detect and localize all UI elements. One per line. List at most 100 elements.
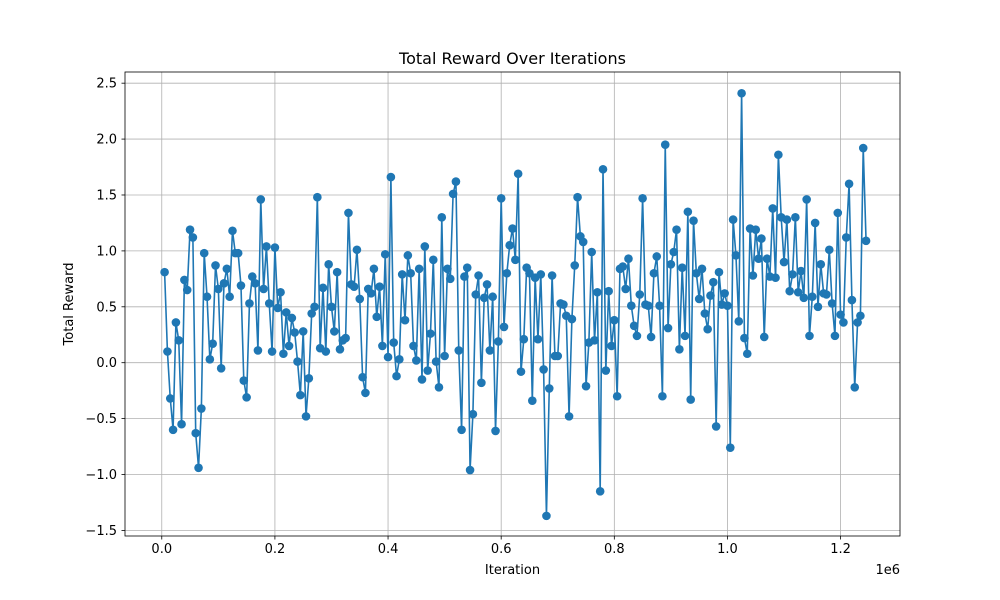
data-point <box>774 150 783 160</box>
data-point <box>666 260 676 269</box>
data-point <box>247 272 257 281</box>
data-point <box>593 287 602 297</box>
data-point <box>262 242 271 251</box>
data-point <box>160 267 169 277</box>
data-point <box>429 255 438 265</box>
data-point <box>349 282 359 291</box>
data-point <box>165 394 175 403</box>
data-point <box>660 140 670 149</box>
x-axis-offset-label: 1e6 <box>875 563 900 578</box>
data-point <box>397 270 407 279</box>
data-point <box>604 286 613 296</box>
data-point <box>511 255 520 265</box>
data-point <box>610 315 619 325</box>
data-point <box>380 249 390 259</box>
data-point <box>177 419 186 429</box>
data-point <box>488 292 498 302</box>
data-point <box>861 236 871 246</box>
data-point <box>482 280 492 289</box>
data-point <box>494 337 503 346</box>
data-point <box>567 314 577 324</box>
data-point <box>344 208 353 218</box>
data-point <box>284 341 294 351</box>
data-point <box>799 293 809 303</box>
plot-frame <box>124 71 901 537</box>
data-point <box>296 390 305 400</box>
data-point <box>250 279 260 288</box>
data-point <box>372 312 382 322</box>
data-point <box>273 303 283 313</box>
data-point <box>836 310 845 319</box>
data-point <box>301 412 311 421</box>
data-point <box>542 511 551 521</box>
data-point <box>505 241 514 250</box>
data-point <box>734 317 744 326</box>
data-point <box>573 192 582 202</box>
data-point <box>643 301 653 310</box>
data-point <box>361 388 370 398</box>
data-point <box>564 412 574 421</box>
data-point <box>327 302 336 312</box>
data-point <box>709 277 718 287</box>
data-point <box>468 409 478 419</box>
data-point <box>782 215 792 224</box>
data-point <box>412 356 421 365</box>
data-point <box>417 375 427 384</box>
data-point <box>451 177 461 186</box>
data-point <box>700 309 710 318</box>
data-point <box>330 327 339 336</box>
y-tick-label: 0.5 <box>96 300 117 315</box>
data-point <box>205 355 215 364</box>
data-point <box>431 357 441 366</box>
data-point <box>697 264 707 274</box>
data-point <box>426 329 435 338</box>
chart-title: Total Reward Over Iterations <box>398 49 626 68</box>
y-tick-label: 0.0 <box>96 356 117 371</box>
data-point <box>547 271 557 280</box>
data-point <box>652 252 662 261</box>
data-point <box>830 331 840 341</box>
data-point <box>202 292 212 302</box>
data-point <box>793 287 803 297</box>
data-point <box>813 302 823 312</box>
data-point <box>680 331 690 341</box>
data-point <box>737 88 746 98</box>
data-point <box>669 247 679 257</box>
data-point <box>477 378 486 388</box>
data-point <box>810 218 820 228</box>
data-point <box>632 331 642 341</box>
data-point <box>612 391 622 401</box>
data-point <box>785 286 794 296</box>
data-point <box>437 213 447 222</box>
data-point <box>211 261 220 270</box>
data-point <box>256 195 266 204</box>
data-point <box>618 262 628 271</box>
data-point <box>629 321 639 331</box>
data-point <box>808 292 817 302</box>
data-point <box>723 301 732 310</box>
data-point <box>528 396 537 406</box>
grid <box>125 72 900 536</box>
data-point <box>496 194 506 203</box>
data-point <box>768 204 778 213</box>
data-point <box>174 336 184 345</box>
data-point <box>443 264 452 274</box>
data-point <box>714 267 724 277</box>
data-point <box>219 279 229 288</box>
data-point <box>856 311 865 321</box>
data-point <box>222 264 232 274</box>
data-point <box>352 245 362 255</box>
data-point <box>445 274 455 284</box>
data-point <box>624 254 633 264</box>
data-point <box>242 393 251 402</box>
data-point <box>827 299 837 308</box>
data-point <box>581 381 591 391</box>
data-point <box>313 192 322 202</box>
data-point <box>448 189 458 199</box>
data-point <box>816 260 826 269</box>
data-point <box>516 367 526 376</box>
y-tick-label: −1.5 <box>85 524 117 539</box>
y-tick-label: 2.0 <box>96 133 117 148</box>
data-point <box>216 363 226 373</box>
data-point <box>392 371 401 381</box>
